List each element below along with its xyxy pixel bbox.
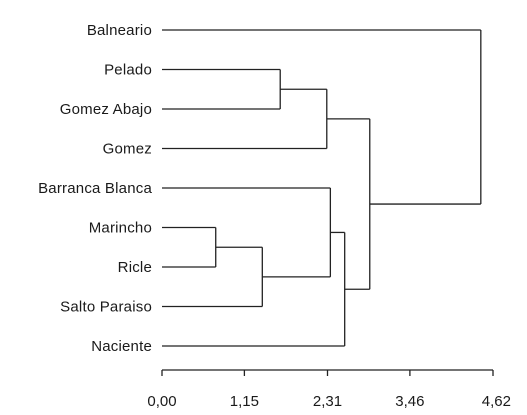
axis-tick-label: 2,31	[313, 393, 342, 410]
leaf-label-gomez-abajo: Gomez Abajo	[60, 101, 152, 118]
dendrogram-branches	[162, 29, 482, 347]
leaf-label-marincho: Marincho	[89, 220, 152, 237]
leaf-label-salto-paraiso: Salto Paraiso	[60, 299, 152, 316]
axis-tick-label: 1,15	[230, 393, 259, 410]
distance-axis: 0,00 1,15 2,31 3,46 4,62	[147, 369, 511, 410]
leaf-label-balneario: Balneario	[87, 22, 152, 39]
leaf-label-ricle: Ricle	[118, 259, 152, 276]
leaf-label-barranca-blanca: Barranca Blanca	[38, 180, 152, 197]
leaf-label-naciente: Naciente	[91, 338, 152, 355]
leaf-label-gomez: Gomez	[103, 141, 152, 158]
axis-tick-label: 0,00	[147, 393, 176, 410]
axis-tick-label: 4,62	[482, 393, 511, 410]
leaf-labels: Balneario Pelado Gomez Abajo Gomez Barranca …	[38, 22, 152, 355]
axis-tick-label: 3,46	[395, 393, 424, 410]
leaf-label-pelado: Pelado	[104, 62, 152, 79]
